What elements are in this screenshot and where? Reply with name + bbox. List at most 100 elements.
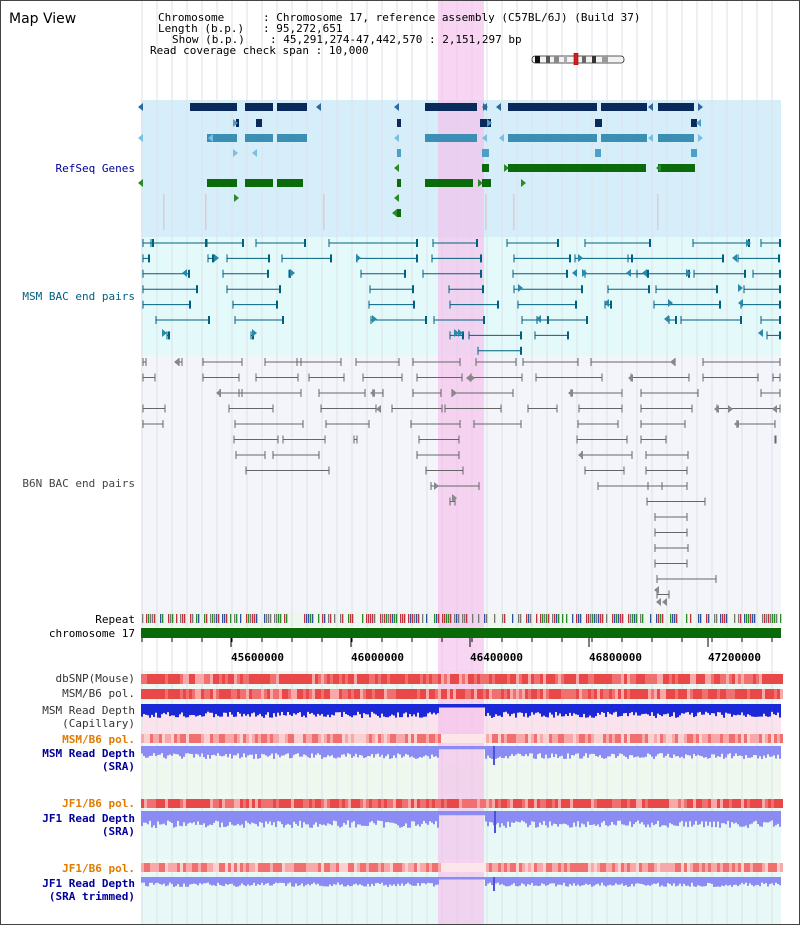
read-depth-bar [527,746,529,757]
polymorphism-cell [687,799,690,808]
read-depth-bar [437,877,439,885]
read-depth-bar [203,746,205,758]
repeat-element [324,614,326,623]
read-depth-bar [183,704,185,717]
polymorphism-cell [426,799,429,808]
polymorphism-cell [753,674,756,684]
read-depth-bar [635,811,637,823]
repeat-element [744,614,746,623]
selected-region-highlight[interactable] [438,1,484,924]
chromosome-info: Chromosome: Chromosome 17, reference ass… [150,12,641,56]
read-depth-bar [757,704,759,717]
polymorphism-cell [216,674,219,684]
read-depth-bar [695,811,697,822]
read-depth-bar [353,877,355,885]
msm-b6-pol-2-label[interactable]: MSM/B6 pol. [62,733,135,746]
repeat-element [634,614,636,623]
polymorphism-cell [144,734,147,743]
msm-depth-sra-label[interactable]: MSM Read Depth (SRA) [1,747,135,773]
gene-block [601,134,647,142]
read-depth-bar [607,811,609,827]
strand-arrow [372,315,377,323]
polymorphism-cell [156,674,159,684]
jf1-depth-trimmed-label[interactable]: JF1 Read Depth (SRA trimmed) [1,877,135,903]
repeat-element [444,614,446,623]
polymorphism-cell [606,799,609,808]
strand-arrow [738,299,743,307]
msm-bac-label[interactable]: MSM BAC end pairs [22,290,135,303]
polymorphism-cell [435,863,438,872]
read-depth-bar [463,746,465,750]
msm-depth-capillary-label[interactable]: MSM Read Depth (Capillary) [1,704,135,730]
polymorphism-cell [681,799,684,808]
polymorphism-cell [435,689,438,699]
polymorphism-cell [147,734,150,743]
read-depth-bar [213,877,215,886]
read-depth-bar [143,746,145,757]
read-depth-bar [701,811,703,822]
polymorphism-cell [342,863,345,872]
polymorphism-cell [738,799,741,808]
read-depth-bar [555,704,557,713]
polymorphism-cell [780,799,783,808]
read-depth-bar [667,704,669,714]
read-depth-bar [447,877,449,880]
read-depth-bar [625,746,627,757]
read-depth-bar [711,746,713,755]
polymorphism-cell [429,799,432,808]
read-depth-bar [655,746,657,757]
b6n-bac-label[interactable]: B6N BAC end pairs [22,477,135,490]
polymorphism-cell [705,689,708,699]
read-depth-bar [147,877,149,887]
polymorphism-cell [645,863,648,872]
read-depth-bar [397,877,399,884]
repeat-element [190,614,192,623]
repeat-element [192,614,194,623]
read-depth-bar [217,877,219,883]
jf1-b6-pol-label[interactable]: JF1/B6 pol. [62,797,135,810]
polymorphism-cell [303,734,306,743]
read-depth-bar [629,746,631,756]
polymorphism-cell [399,689,402,699]
refseq-genes-label[interactable]: RefSeq Genes [55,162,135,175]
read-depth-bar [717,811,719,822]
read-depth-bar [733,746,735,757]
polymorphism-cell [360,799,363,808]
read-depth-bar [637,877,639,884]
read-depth-bar [281,811,283,825]
polymorphism-cell [213,799,216,808]
read-depth-bar [547,704,549,718]
polymorphism-cell [282,689,285,699]
read-depth-bar [683,746,685,759]
chromosome-ideogram[interactable] [530,53,626,65]
polymorphism-cell [627,674,630,684]
read-depth-bar [497,746,499,758]
read-depth-bar [465,811,467,816]
polymorphism-cell [537,863,540,872]
read-depth-bar [191,746,193,755]
read-depth-bar [255,811,257,825]
polymorphism-cell [330,674,333,684]
read-depth-bar [193,746,195,758]
dbsnp-label[interactable]: dbSNP(Mouse) [55,672,135,685]
repeat-element [462,614,464,623]
polymorphism-cell [225,674,228,684]
read-depth-bar [167,704,169,713]
read-depth-bar [617,811,619,821]
jf1-depth-sra-label[interactable]: JF1 Read Depth (SRA) [1,812,135,838]
read-depth-bar [421,746,423,758]
read-depth-bar [239,811,241,826]
msm-b6-pol-label[interactable]: MSM/B6 pol. [62,687,135,700]
read-depth-bar [611,877,613,886]
polymorphism-cell [522,674,525,684]
polymorphism-cell [717,674,720,684]
polymorphism-cell [657,799,660,808]
jf1-b6-pol-2-label[interactable]: JF1/B6 pol. [62,862,135,875]
read-depth-bar [395,704,397,718]
read-depth-bar [269,877,271,886]
read-depth-bar [679,704,681,716]
read-depth-bar [673,704,675,713]
polymorphism-cell [432,674,435,684]
polymorphism-cell [531,674,534,684]
polymorphism-cell [354,863,357,872]
